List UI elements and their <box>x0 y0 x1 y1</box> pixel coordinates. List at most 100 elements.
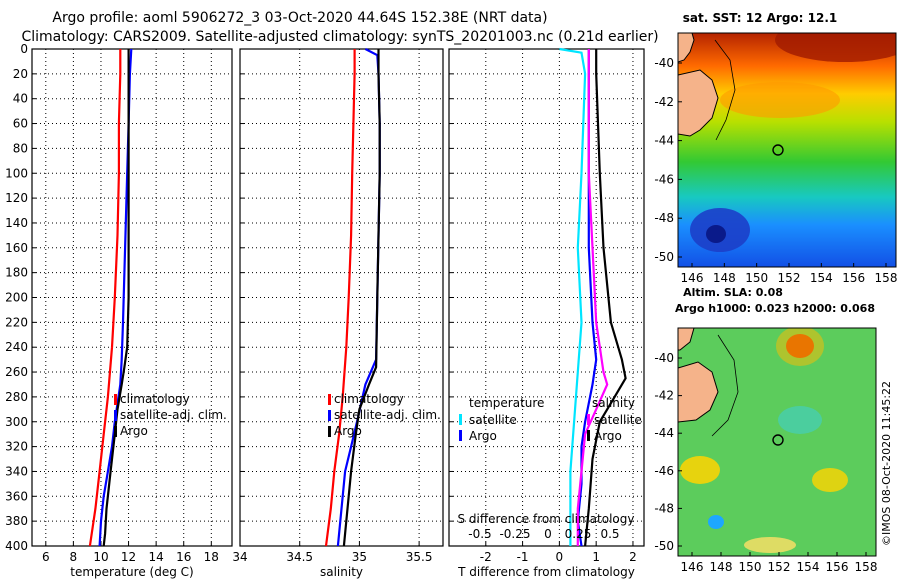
series-line-salinity-argo <box>584 49 627 547</box>
lon-tick-label: 154 <box>797 560 820 574</box>
depth-tick-label: 360 <box>5 489 28 503</box>
depth-tick-label: 0 <box>20 42 28 56</box>
lon-tick-label: 150 <box>745 271 768 285</box>
lon-tick-label: 146 <box>681 271 704 285</box>
legend-title-temperature: temperature <box>469 396 544 410</box>
series-line-temperature-satellite <box>559 47 587 546</box>
tasmania-land <box>678 361 719 423</box>
salinity-panel: 34 34.5 35 35.5 salinity climatology satellite… <box>232 48 444 579</box>
x-tick-label: 0 <box>556 550 564 564</box>
lon-tick-label: 150 <box>739 560 762 574</box>
sla-map-subtitle: Argo h1000: 0.023 h2000: 0.068 <box>675 302 875 315</box>
sla-lon-axis: 146 148 150 152 154 156 158 <box>681 552 878 574</box>
argo-location-marker-sla <box>772 434 784 446</box>
lat-tick-label: -46 <box>654 464 674 478</box>
footer-credit: ©IMOS 08-Oct-2020 11:45:22 <box>880 381 893 546</box>
legend-label: satellite <box>469 413 517 427</box>
lon-tick-label: 148 <box>710 560 733 574</box>
sla-map-title: Altim. SLA: 0.08 <box>683 286 783 299</box>
lat-tick-label: -48 <box>654 211 674 225</box>
x-tick-label: 10 <box>93 550 108 564</box>
tasmania-land <box>678 69 719 137</box>
s-tick-label: 0 <box>544 527 552 541</box>
lat-tick-label: -44 <box>654 426 674 440</box>
sla-map: -40 -42 -44 -46 -48 -50 146 148 150 152 154 156 158 <box>654 327 878 574</box>
lat-tick-label: -46 <box>654 172 674 186</box>
series-line-argo <box>342 49 381 547</box>
s-tick-label: 0.5 <box>600 527 619 541</box>
depth-tick-label: 60 <box>13 117 28 131</box>
lon-tick-label: 158 <box>855 560 878 574</box>
difference-xlabel: T difference from climatology <box>457 565 635 579</box>
header-line1: Argo profile: aoml 5906272_3 03-Oct-2020… <box>52 10 547 26</box>
sst-cold-core <box>706 225 726 243</box>
x-tick-label: 8 <box>70 550 78 564</box>
x-tick-label: 2 <box>629 550 637 564</box>
depth-tick-label: 400 <box>5 539 28 553</box>
legend-swatch <box>114 410 117 421</box>
series-line-salinity-satellite <box>576 49 609 546</box>
sla-low-core <box>708 515 724 529</box>
legend-swatch <box>459 414 462 425</box>
sst-map-frame <box>677 32 897 268</box>
depth-tick-label: 200 <box>5 291 28 305</box>
series-line-climatology <box>88 49 122 547</box>
lat-tick-label: -48 <box>654 501 674 515</box>
legend-swatch <box>328 426 331 437</box>
x-tick-label: 12 <box>121 550 136 564</box>
sla-high-patch <box>744 537 796 553</box>
sst-map-title: sat. SST: 12 Argo: 12.1 <box>683 11 837 25</box>
x-tick-label: 34.5 <box>286 550 313 564</box>
s-tick-label: -0.25 <box>499 527 530 541</box>
lon-tick-label: 152 <box>768 560 791 574</box>
sla-lat-axis: -40 -42 -44 -46 -48 -50 <box>654 351 682 553</box>
mainland-land <box>678 33 695 63</box>
x-tick-label: -1 <box>517 550 529 564</box>
legend-swatch <box>114 394 117 405</box>
difference-xlabel-top: S difference from climatology <box>458 512 635 526</box>
depth-tick-label: 160 <box>5 241 28 255</box>
depth-tick-label: 140 <box>5 216 28 230</box>
salinity-xlabel: salinity <box>320 565 363 579</box>
legend-swatch <box>459 430 462 441</box>
sst-lon-axis: 146 148 150 152 154 156 158 <box>681 263 898 285</box>
x-tick-label: 6 <box>42 550 50 564</box>
x-tick-label: 18 <box>204 550 219 564</box>
sst-lat-axis: -40 -42 -44 -46 -48 -50 <box>654 56 682 264</box>
depth-tick-label: 240 <box>5 340 28 354</box>
legend-label: satellite-adj. clim. <box>120 408 227 422</box>
depth-tick-label: 320 <box>5 440 28 454</box>
series-line-argo <box>102 49 130 547</box>
depth-tick-label: 40 <box>13 92 28 106</box>
depth-tick-label: 20 <box>13 67 28 81</box>
lon-tick-label: 156 <box>826 560 849 574</box>
legend-label: Argo <box>120 424 148 438</box>
sla-high-patch <box>680 456 720 484</box>
legend-swatch <box>114 426 117 437</box>
sst-contour <box>714 39 736 141</box>
legend-swatch <box>587 430 590 441</box>
lat-tick-label: -42 <box>654 95 674 109</box>
legend-swatch <box>587 414 590 425</box>
lat-tick-label: -40 <box>654 56 674 70</box>
sla-low-patch <box>778 406 822 434</box>
lon-tick-label: 156 <box>842 271 865 285</box>
temperature-panel: 0 20 40 60 80 100 120 140 160 180 200 220 240 260 280 3… <box>5 42 233 579</box>
legend-label: Argo <box>469 429 497 443</box>
sla-field <box>678 328 876 556</box>
depth-tick-label: 260 <box>5 365 28 379</box>
sla-high-patch <box>812 468 848 492</box>
lon-tick-label: 158 <box>875 271 898 285</box>
legend-label: Argo <box>594 429 622 443</box>
depth-tick-label: 100 <box>5 166 28 180</box>
depth-tick-label: 180 <box>5 266 28 280</box>
x-tick-label: 35.5 <box>406 550 433 564</box>
argo-location-marker-sst <box>772 144 784 156</box>
sla-map-frame <box>677 327 877 557</box>
legend-label: satellite-adj. clim. <box>334 408 441 422</box>
lon-tick-label: 154 <box>810 271 833 285</box>
depth-tick-label: 280 <box>5 390 28 404</box>
legend-swatch <box>328 394 331 405</box>
lat-tick-label: -42 <box>654 389 674 403</box>
